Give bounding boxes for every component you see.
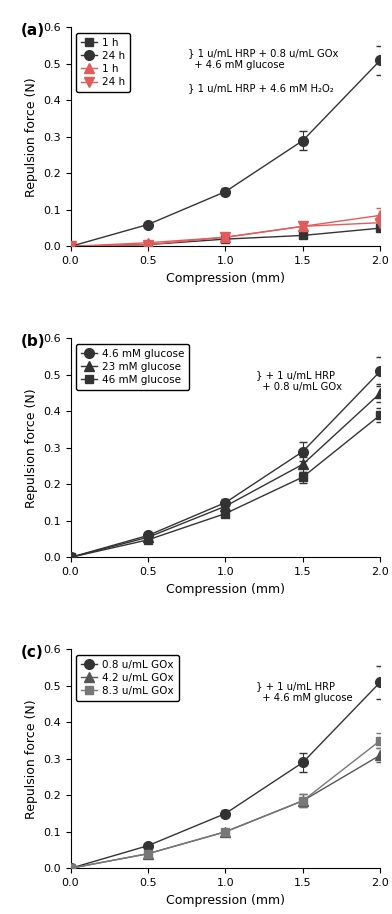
Text: } 1 u/mL HRP + 0.8 u/mL GOx
  + 4.6 mM glucose: } 1 u/mL HRP + 0.8 u/mL GOx + 4.6 mM glu… [188,48,339,69]
Y-axis label: Repulsion force (N): Repulsion force (N) [25,77,38,197]
Y-axis label: Repulsion force (N): Repulsion force (N) [25,388,38,507]
X-axis label: Compression (mm): Compression (mm) [166,271,285,284]
Legend: 4.6 mM glucose, 23 mM glucose, 46 mM glucose: 4.6 mM glucose, 23 mM glucose, 46 mM glu… [76,344,189,390]
Text: (b): (b) [21,334,45,349]
Legend: 0.8 u/mL GOx, 4.2 u/mL GOx, 8.3 u/mL GOx: 0.8 u/mL GOx, 4.2 u/mL GOx, 8.3 u/mL GOx [76,654,179,701]
Text: (a): (a) [21,23,45,38]
Text: (c): (c) [21,645,44,660]
Text: } + 1 u/mL HRP
  + 4.6 mM glucose: } + 1 u/mL HRP + 4.6 mM glucose [256,681,353,703]
Legend: 1 h, 24 h, 1 h, 24 h: 1 h, 24 h, 1 h, 24 h [76,33,130,92]
X-axis label: Compression (mm): Compression (mm) [166,582,285,596]
Text: } + 1 u/mL HRP
  + 0.8 u/mL GOx: } + 1 u/mL HRP + 0.8 u/mL GOx [256,370,342,392]
Y-axis label: Repulsion force (N): Repulsion force (N) [25,699,38,819]
X-axis label: Compression (mm): Compression (mm) [166,894,285,907]
Text: } 1 u/mL HRP + 4.6 mM H₂O₂: } 1 u/mL HRP + 4.6 mM H₂O₂ [188,83,334,93]
